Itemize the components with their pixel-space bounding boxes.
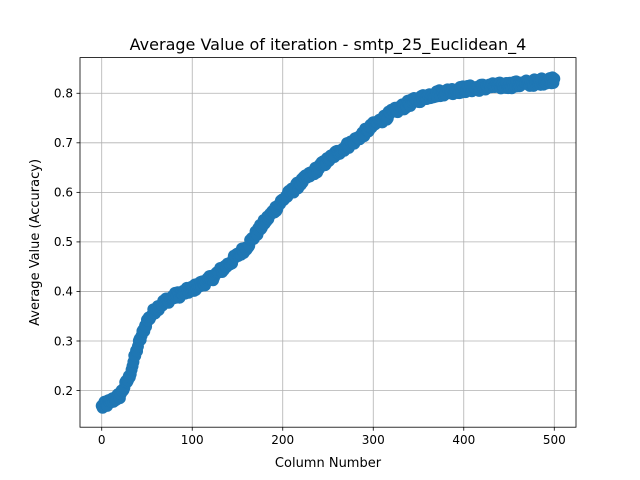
y-axis-label: Average Value (Accuracy) (28, 159, 43, 326)
scatter-points (95, 71, 561, 414)
x-axis-label: Column Number (275, 456, 382, 471)
y-tick-label: 0.5 (54, 235, 73, 249)
chart-title: Average Value of iteration - smtp_25_Euc… (130, 35, 527, 55)
grid (80, 57, 576, 428)
x-tick-label: 400 (452, 433, 475, 447)
data-point (548, 72, 561, 85)
y-tick-label: 0.4 (54, 285, 73, 299)
x-tick-label: 500 (543, 433, 566, 447)
y-tick-label: 0.6 (54, 186, 73, 200)
y-tick-label: 0.7 (54, 136, 73, 150)
x-tick-label: 300 (362, 433, 385, 447)
y-tick-label: 0.3 (54, 334, 73, 348)
y-tick-label: 0.2 (54, 384, 73, 398)
y-tick-label: 0.8 (54, 87, 73, 101)
axis-ticks: 0 100 200 300 400 500 0.2 0.3 0.4 0.5 0.6 0.7 0.8 (54, 87, 566, 448)
x-tick-label: 200 (271, 433, 294, 447)
x-tick-label: 100 (181, 433, 204, 447)
x-tick-label: 0 (98, 433, 106, 447)
plot-frame (79, 57, 577, 428)
